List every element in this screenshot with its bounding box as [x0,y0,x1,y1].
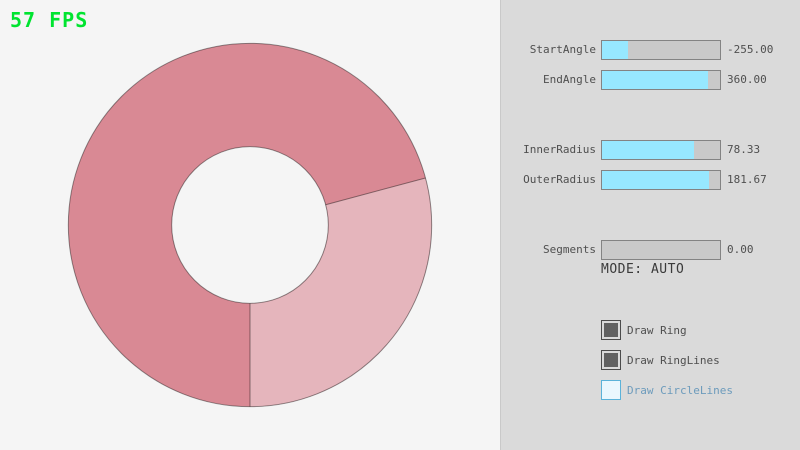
inner-radius-value: 78.33 [727,143,761,156]
segments-label: Segments [543,243,596,256]
segments-row: Segments 0.00 [501,240,800,260]
start-angle-value: -255.00 [727,43,774,56]
outer-radius-value: 181.67 [727,173,767,186]
end-angle-label: EndAngle [543,73,596,86]
outer-radius-row: OuterRadius 181.67 [501,170,800,190]
ring-chart [67,42,433,408]
draw-circlelines-row: Draw CircleLines [601,380,733,400]
segments-mode-text: MODE: AUTO [601,262,685,277]
start-angle-slider-fill [602,41,628,59]
draw-circlelines-checkbox[interactable] [601,380,621,400]
draw-ring-checkbox[interactable] [601,320,621,340]
inner-radius-row: InnerRadius 78.33 [501,140,800,160]
outer-radius-slider-fill [602,171,710,189]
start-angle-row: StartAngle -255.00 [501,40,800,60]
inner-radius-slider-fill [602,141,695,159]
end-angle-slider[interactable] [601,70,721,90]
draw-ring-label: Draw Ring [627,323,687,337]
control-panel: StartAngle -255.00 EndAngle 360.00 Inner… [500,0,800,450]
end-angle-value: 360.00 [727,73,767,86]
end-angle-slider-fill [602,71,709,89]
draw-circlelines-label: Draw CircleLines [627,383,733,397]
draw-ringlines-checkbox[interactable] [601,350,621,370]
segments-slider[interactable] [601,240,721,260]
outer-radius-label: OuterRadius [523,173,596,186]
fps-counter: 57 FPS [10,8,89,32]
draw-ringlines-row: Draw RingLines [601,350,720,370]
start-angle-label: StartAngle [529,43,596,56]
inner-radius-slider[interactable] [601,140,721,160]
check-mark-icon [604,353,618,367]
ring-start-boundary-line [325,177,426,206]
outer-radius-slider[interactable] [601,170,721,190]
draw-canvas [67,42,433,408]
ring-inner-line [171,146,329,304]
segments-value: 0.00 [727,243,754,256]
ring-outer-line [67,42,433,408]
inner-radius-label: InnerRadius [523,143,596,156]
check-mark-icon [604,323,618,337]
draw-ringlines-label: Draw RingLines [627,353,720,367]
end-angle-row: EndAngle 360.00 [501,70,800,90]
draw-ring-row: Draw Ring [601,320,687,340]
ring-single-region [250,177,432,407]
start-angle-slider[interactable] [601,40,721,60]
